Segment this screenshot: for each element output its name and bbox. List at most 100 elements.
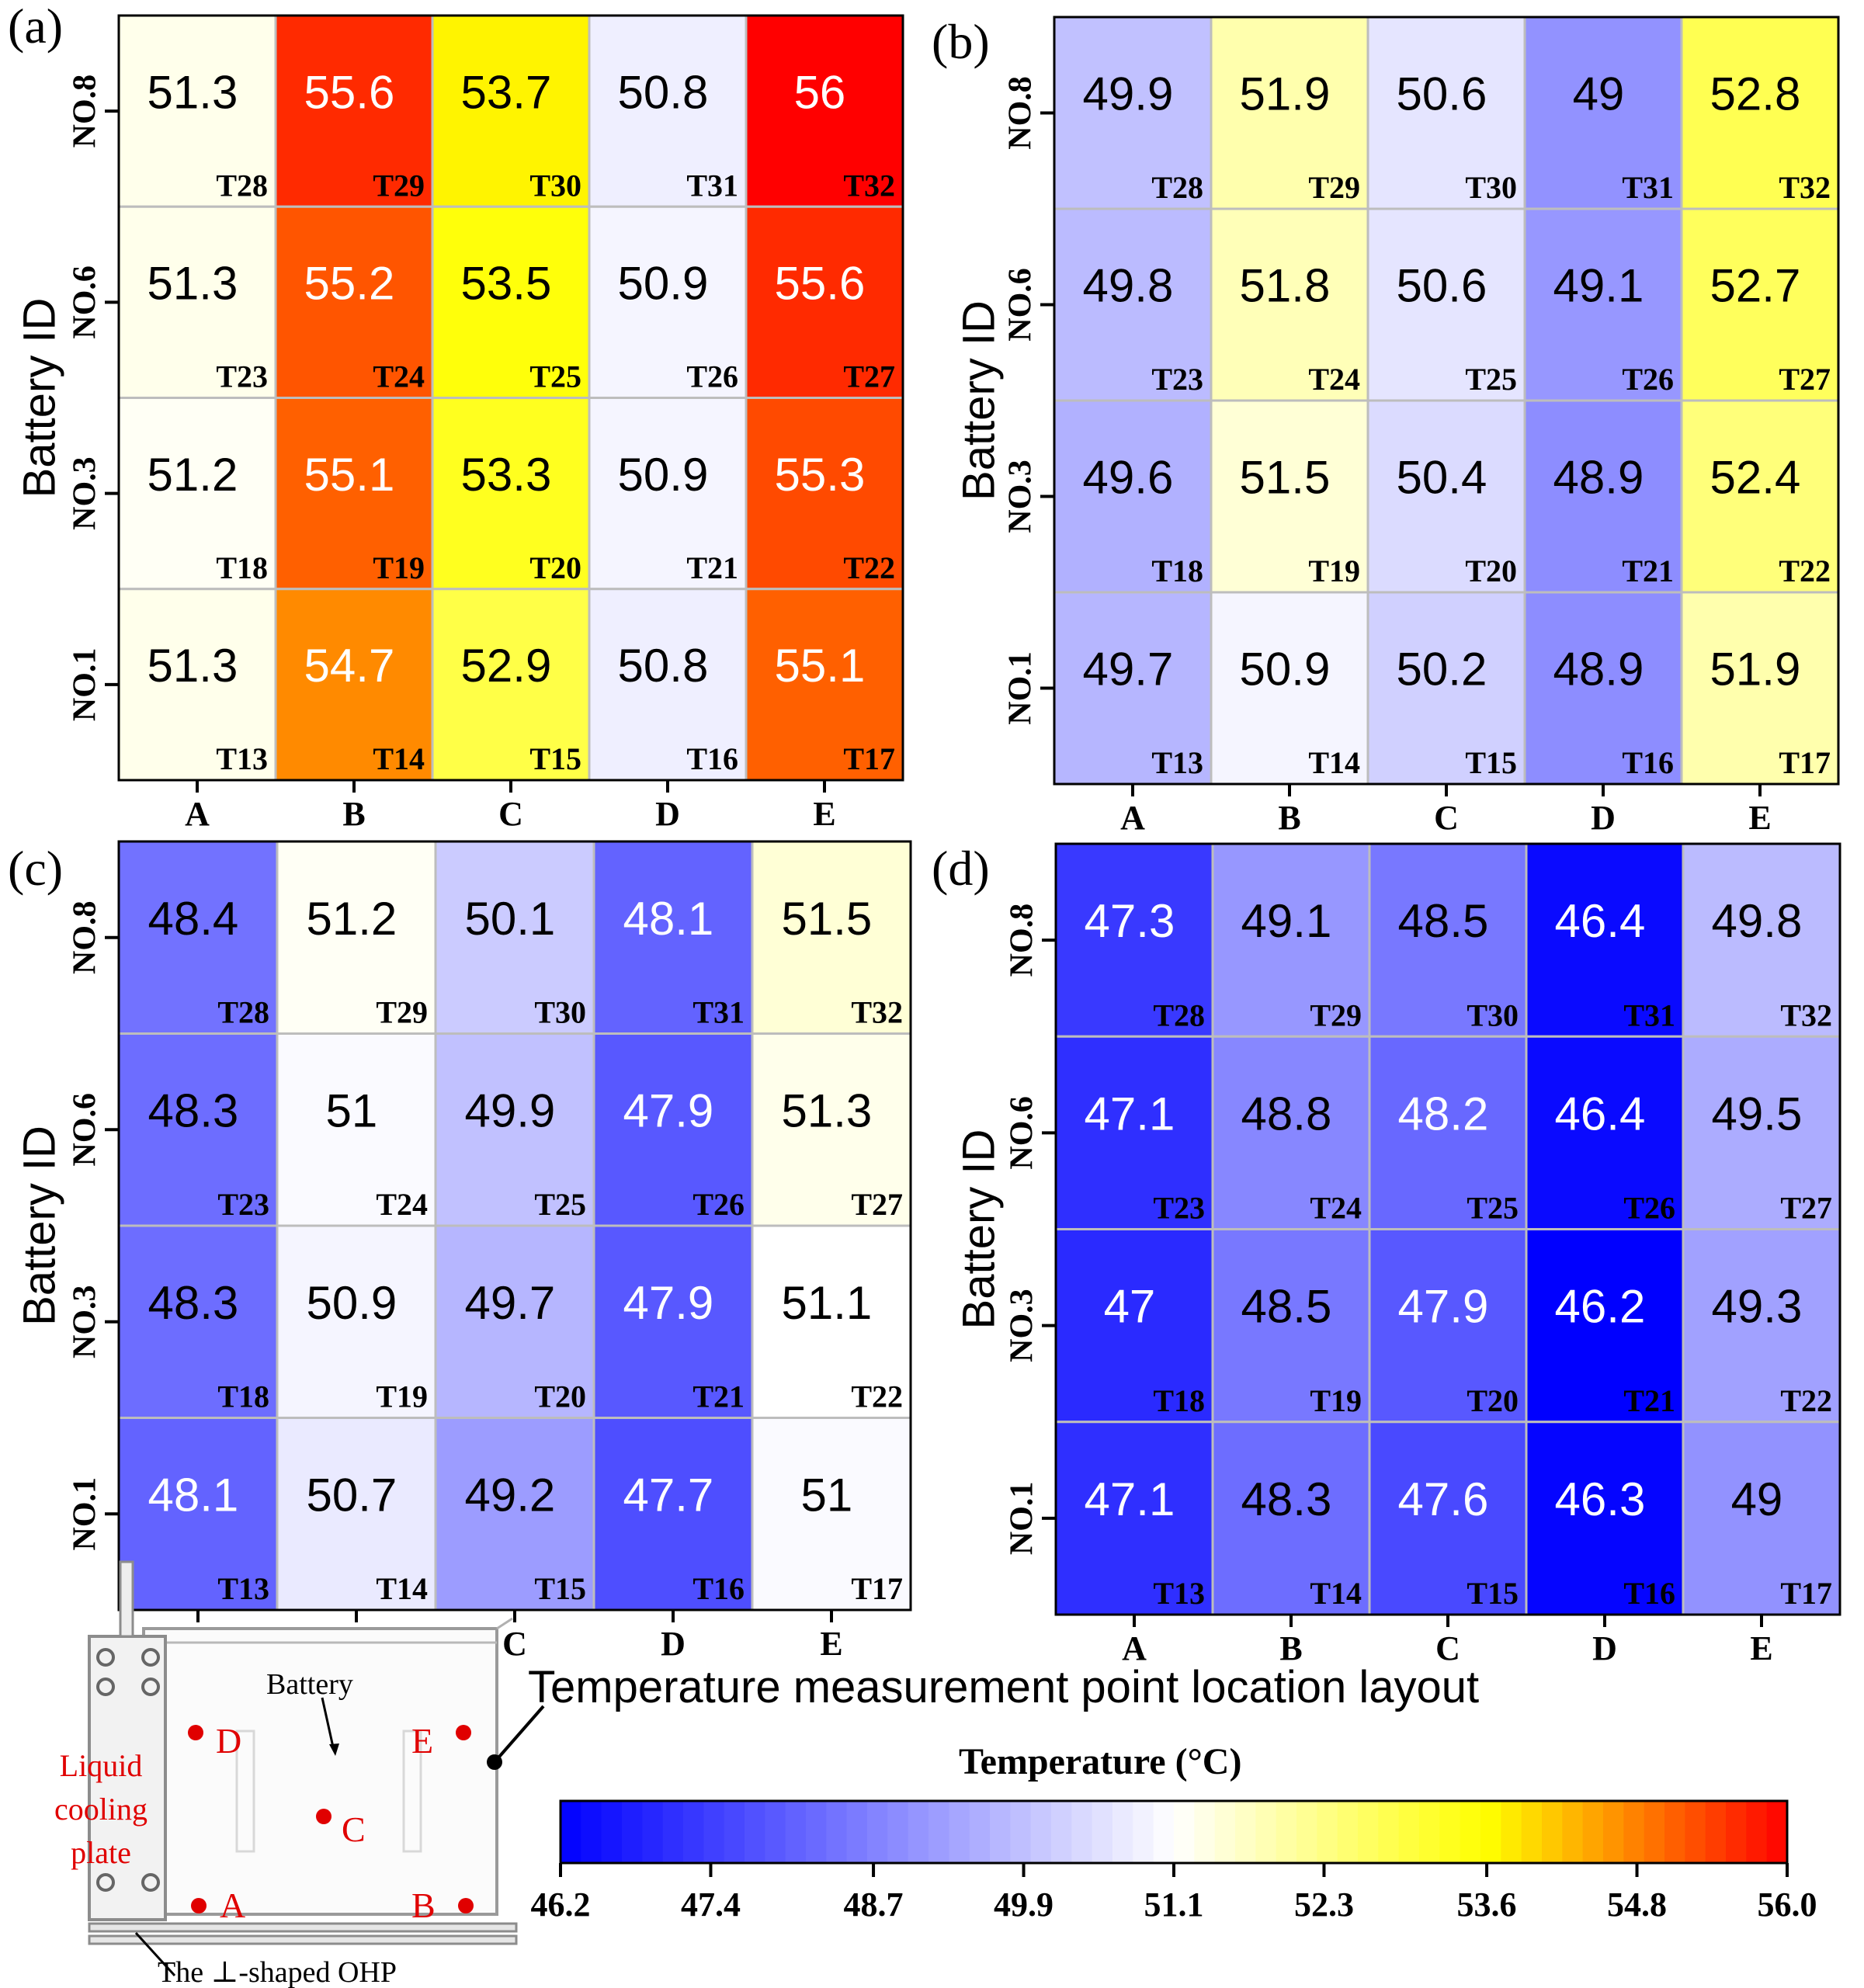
cell-value-label: 52.7 [1710, 260, 1801, 312]
colorbar-tick-label: 49.9 [994, 1886, 1053, 1924]
colorbar-segment [561, 1801, 582, 1863]
y-tick-label: NO.1 [68, 648, 103, 722]
battery-label: Battery [266, 1668, 353, 1701]
y-tick-label: NO.3 [68, 456, 103, 530]
cell-point-id-label: T32 [843, 168, 895, 203]
layout-diagram: D E C A B Battery Liquid cooling plate T… [54, 1560, 545, 1988]
colorbar-segment [1562, 1801, 1584, 1863]
x-tick-label: A [1120, 799, 1145, 837]
cell-point-id-label: T28 [217, 995, 269, 1030]
heatmap-panel-3: 47.3 T28 49.1 T29 48.5 T30 46.4 T31 49.8 T32 47.1 T… [932, 841, 1841, 1667]
cell-value-label: 50.8 [618, 66, 709, 118]
cooling-plate [88, 1635, 167, 1921]
panel-label: (b) [932, 14, 990, 69]
colorbar-segment [1337, 1801, 1359, 1863]
point-a-dot [191, 1898, 207, 1913]
heatmap-cell [1523, 591, 1683, 786]
caption-leader-dot [487, 1754, 502, 1770]
cell-point-id-label: T15 [529, 741, 581, 776]
colorbar-segment [1623, 1801, 1645, 1863]
cell-value-label: 46.4 [1555, 1088, 1646, 1140]
heatmap-cell [1680, 207, 1840, 402]
cell-point-id-label: T22 [843, 550, 895, 585]
cell-value-label: 51.1 [781, 1277, 872, 1329]
heatmap-cell [1211, 842, 1371, 1038]
cell-value-label: 52.4 [1710, 452, 1801, 504]
y-tick-label: NO.6 [1005, 1096, 1040, 1170]
plate-label-line3: plate [71, 1835, 131, 1870]
heatmap-cell [117, 205, 277, 399]
cell-point-id-label: T16 [692, 1571, 745, 1606]
cell-point-id-label: T23 [1151, 362, 1203, 397]
colorbar-segment [1378, 1801, 1400, 1863]
heatmap-cell [1682, 842, 1841, 1038]
cell-point-id-label: T14 [376, 1571, 428, 1606]
colorbar-segment [1726, 1801, 1748, 1863]
cell-value-label: 55.3 [775, 449, 866, 501]
cell-point-id-label: T22 [851, 1379, 903, 1414]
cell-point-id-label: T15 [534, 1571, 586, 1606]
colorbar-segment [990, 1801, 1012, 1863]
battery-outline [142, 1627, 498, 1916]
heatmap-cell [592, 1417, 754, 1612]
heatmap-cell [745, 205, 904, 399]
cell-value-label: 49.1 [1241, 895, 1332, 947]
cell-point-id-label: T27 [843, 359, 895, 394]
heatmap-cell [1366, 591, 1526, 786]
cell-value-label: 48.1 [148, 1469, 238, 1521]
cell-point-id-label: T16 [1623, 1576, 1675, 1611]
cell-point-id-label: T18 [217, 1379, 269, 1414]
heatmap-cell [1525, 1421, 1685, 1616]
colorbar-segment [1480, 1801, 1502, 1863]
cell-value-label: 48.3 [148, 1277, 238, 1329]
heatmap-cell [434, 1224, 595, 1419]
cell-point-id-label: T27 [1780, 1191, 1832, 1226]
cell-point-id-label: T30 [1465, 170, 1517, 205]
colorbar-segment [1664, 1801, 1686, 1863]
heatmap-panel-2: 48.4 T28 51.2 T29 50.1 T30 48.1 T31 51.5 T32 48.3 T… [8, 840, 912, 1663]
heatmap-cell [1366, 399, 1526, 594]
cell-value-label: 54.7 [304, 640, 395, 692]
cell-value-label: 51.3 [148, 66, 238, 118]
heatmap-cell [588, 14, 748, 208]
colorbar-segment [1317, 1801, 1338, 1863]
cell-value-label: 49.6 [1083, 452, 1174, 504]
colorbar-segment [1603, 1801, 1625, 1863]
colorbar-segment [1153, 1801, 1175, 1863]
x-tick-label: E [813, 795, 835, 833]
point-b-label: B [411, 1886, 436, 1925]
colorbar-segment [1521, 1801, 1543, 1863]
heatmap-cell [431, 397, 591, 591]
cell-point-id-label: T31 [1622, 170, 1674, 205]
heatmap-cell [1525, 842, 1685, 1038]
cell-point-id-label: T18 [216, 550, 268, 585]
cell-value-label: 50.7 [306, 1469, 397, 1521]
cell-point-id-label: T26 [1623, 1191, 1675, 1226]
x-tick-label: A [1122, 1629, 1147, 1667]
cell-value-label: 49.1 [1553, 260, 1644, 312]
colorbar-segment [703, 1801, 725, 1863]
cell-point-id-label: T30 [1467, 997, 1519, 1032]
heatmap-cell [1523, 207, 1683, 402]
cell-value-label: 47.9 [1398, 1281, 1489, 1333]
colorbar-segment [1296, 1801, 1318, 1863]
cell-point-id-label: T23 [216, 359, 268, 394]
cell-point-id-label: T24 [373, 359, 425, 394]
y-tick-label: NO.1 [1003, 651, 1039, 725]
battery-perspective-edge [496, 1617, 513, 1630]
cell-point-id-label: T22 [1779, 553, 1831, 588]
y-axis-title: Battery ID [14, 1126, 64, 1326]
x-tick-label: C [498, 795, 523, 833]
cell-value-label: 48.8 [1241, 1088, 1332, 1140]
battery-arrow [321, 1697, 335, 1751]
cell-point-id-label: T32 [851, 995, 903, 1030]
colorbar-segment [642, 1801, 664, 1863]
cell-point-id-label: T21 [692, 1379, 745, 1414]
colorbar-segment [1010, 1801, 1032, 1863]
cell-value-label: 55.6 [304, 66, 395, 118]
colorbar-segment [1705, 1801, 1727, 1863]
cell-point-id-label: T19 [373, 550, 425, 585]
cell-value-label: 47.3 [1085, 895, 1175, 947]
cell-value-label: 53.7 [461, 66, 552, 118]
cell-value-label: 49.7 [1083, 644, 1174, 696]
